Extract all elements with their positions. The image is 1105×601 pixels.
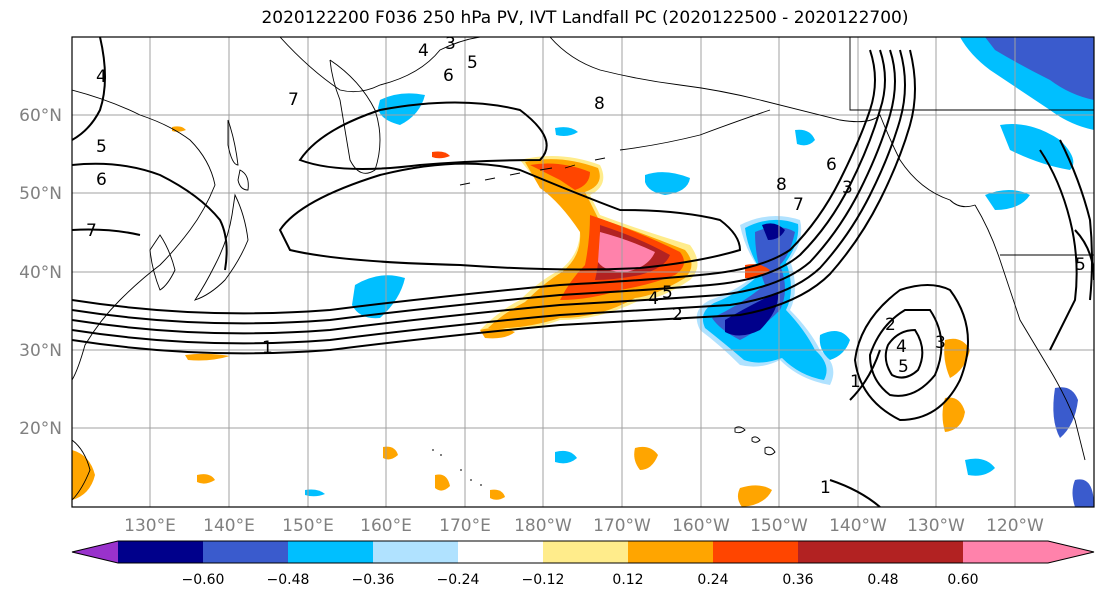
contour-label: 7	[86, 221, 97, 241]
colorbar-segment	[118, 541, 203, 563]
lon-label: 160°W	[672, 516, 730, 536]
lat-label: 40°N	[19, 263, 62, 283]
coastlines	[72, 37, 1094, 501]
colorbar-tick-label: −0.12	[522, 572, 565, 588]
lat-label: 30°N	[19, 341, 62, 361]
contour-label: 8	[776, 175, 787, 195]
colorbar-segment	[713, 541, 798, 563]
colorbar-tick-label: −0.60	[182, 572, 225, 588]
contour-label: 4	[418, 41, 429, 61]
contour-label: 2	[672, 305, 683, 325]
lon-label: 150°E	[282, 516, 334, 536]
longitude-labels: 130°E 140°E 150°E 160°E 170°E 180°W 170°…	[124, 516, 1044, 536]
contour-label: 7	[288, 90, 299, 110]
contour-label-group: 4 3 5 6 4 7 5 6 7 1 8 6 3 8 7 5 4 2 2 3 …	[86, 34, 1086, 498]
lon-label: 140°W	[829, 516, 887, 536]
colorbar-segment	[288, 541, 373, 563]
contour-label: 4	[648, 289, 659, 309]
colorbar: −0.60 −0.48 −0.36 −0.24 −0.12 0.12 0.24 …	[71, 540, 1095, 588]
colorbar-segment	[883, 541, 963, 563]
map-title: 2020122200 F036 250 hPa PV, IVT Landfall…	[261, 8, 909, 28]
graticule	[72, 37, 1094, 507]
colorbar-segment	[543, 541, 628, 563]
colorbar-tick-label: −0.36	[352, 572, 395, 588]
lon-label: 140°E	[203, 516, 255, 536]
colorbar-tick-label: 0.12	[612, 572, 643, 588]
colorbar-segment	[373, 541, 458, 563]
contour-label: 8	[594, 94, 605, 114]
contour-label: 3	[445, 34, 456, 54]
map-frame	[71, 36, 1095, 508]
contour-label: 5	[96, 137, 107, 157]
contour-label: 7	[793, 195, 804, 215]
colorbar-outline	[71, 540, 1095, 564]
latitude-labels: 60°N 50°N 40°N 30°N 20°N	[19, 106, 62, 439]
contour-label: 3	[935, 333, 946, 353]
contour-label: 2	[885, 315, 896, 335]
lon-label: 180°W	[514, 516, 572, 536]
colorbar-tick-label: −0.48	[267, 572, 310, 588]
contour-label: 5	[662, 283, 673, 303]
contour-label: 1	[850, 372, 861, 392]
lon-label: 120°W	[986, 516, 1044, 536]
lon-label: 160°E	[360, 516, 412, 536]
colorbar-segment	[798, 541, 883, 563]
contour-label: 6	[443, 66, 454, 86]
contour-label: 6	[826, 155, 837, 175]
pv-contours	[72, 37, 1094, 507]
colorbar-segment	[203, 541, 288, 563]
contour-label: 1	[820, 478, 831, 498]
contour-label: 5	[898, 357, 909, 377]
contour-label: 6	[96, 170, 107, 190]
lon-label: 150°W	[750, 516, 808, 536]
lat-label: 20°N	[19, 419, 62, 439]
colorbar-segment	[458, 541, 543, 563]
contour-label: 1	[262, 338, 273, 358]
lat-label: 50°N	[19, 184, 62, 204]
lon-label: 170°E	[439, 516, 491, 536]
colorbar-tick-label: −0.24	[437, 572, 480, 588]
lon-label: 130°W	[907, 516, 965, 536]
contour-label: 5	[467, 53, 478, 73]
lon-label: 130°E	[124, 516, 176, 536]
contour-label: 5	[1075, 255, 1086, 275]
contour-label: 4	[896, 337, 907, 357]
lat-label: 60°N	[19, 106, 62, 126]
lon-label: 170°W	[593, 516, 651, 536]
colorbar-extend-low	[72, 541, 118, 563]
colorbar-segment	[628, 541, 713, 563]
colorbar-tick-label: 0.48	[867, 572, 898, 588]
colorbar-tick-label: 0.24	[697, 572, 728, 588]
contour-label: 3	[842, 178, 853, 198]
colorbar-extend-high	[963, 541, 1094, 563]
colorbar-tick-label: 0.60	[947, 572, 978, 588]
contour-label: 4	[96, 67, 107, 87]
colorbar-tick-label: 0.36	[782, 572, 813, 588]
